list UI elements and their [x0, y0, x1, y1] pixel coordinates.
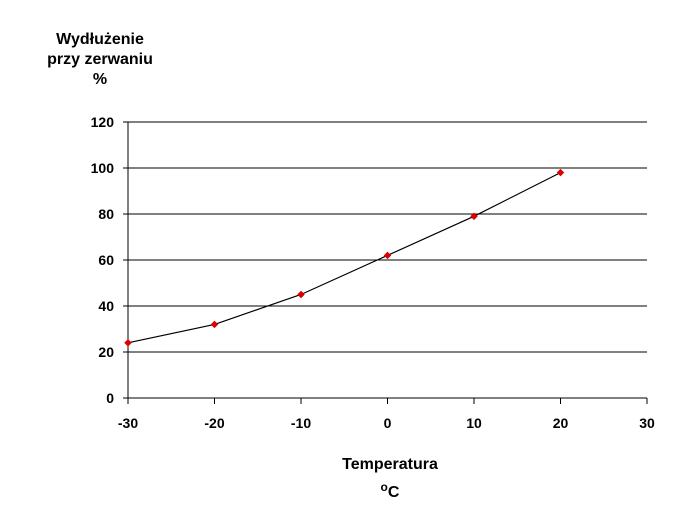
- y-axis-label-line-2: przy zerwaniu: [47, 51, 153, 68]
- data-point: [383, 251, 392, 260]
- y-tick-label: 100: [91, 160, 115, 176]
- y-tick-label: 0: [106, 390, 114, 406]
- x-axis-unit-letter: C: [387, 484, 400, 501]
- y-axis-label-line-1: Wydłużenie: [56, 31, 144, 48]
- x-tick-label: 0: [384, 415, 392, 431]
- x-tick-label: -30: [118, 415, 138, 431]
- x-tick-label: 20: [553, 415, 569, 431]
- data-point: [124, 338, 132, 347]
- x-tick-label: 10: [466, 415, 482, 431]
- y-tick-label: 80: [98, 206, 114, 222]
- data-point: [210, 320, 219, 329]
- x-axis-label: Temperatura oC: [290, 455, 490, 503]
- axes: [123, 121, 648, 404]
- y-tick-label: 40: [98, 298, 114, 314]
- x-tick-label: -10: [291, 415, 311, 431]
- data-point: [470, 212, 478, 221]
- y-tick-label: 120: [91, 114, 115, 130]
- data-point: [297, 290, 305, 299]
- series: [124, 168, 565, 347]
- y-axis-label: Wydłużenie przy zerwaniu %: [20, 30, 180, 90]
- grid-lines: [128, 121, 647, 353]
- series-line: [127, 172, 561, 344]
- x-tick-label: 30: [639, 415, 655, 431]
- data-point: [556, 168, 565, 177]
- x-tick-label: -20: [204, 415, 224, 431]
- y-axis-label-line-3: %: [92, 71, 108, 88]
- x-axis-title: Temperatura: [342, 456, 438, 473]
- y-tick-label: 20: [98, 344, 114, 360]
- tick-labels: 0 20 40 60 80 100 120 -30 -20 -10 0 10 20 30: [91, 114, 655, 431]
- y-tick-label: 60: [98, 252, 114, 268]
- x-axis-unit-degree: o: [380, 480, 388, 494]
- x-axis-unit: oC: [290, 477, 490, 503]
